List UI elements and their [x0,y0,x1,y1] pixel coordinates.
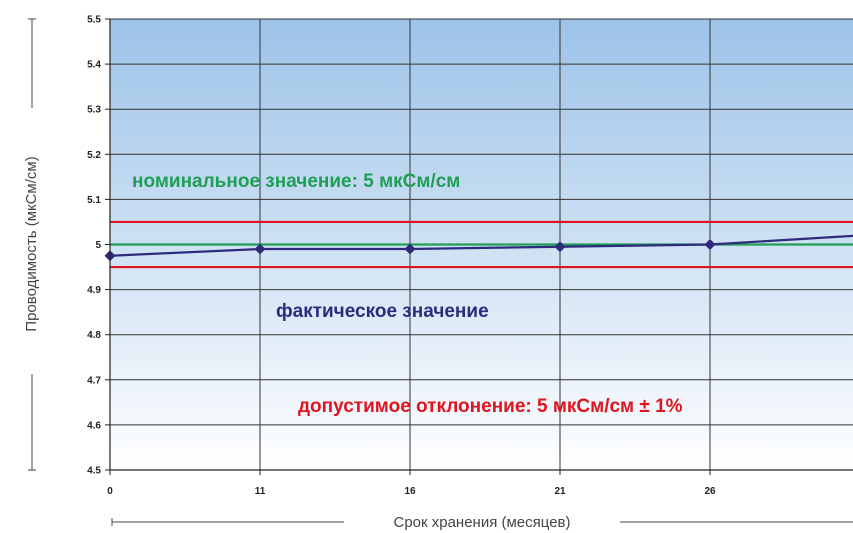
y-tick-label-9: 4.6 [87,420,101,431]
reference-lines [110,220,853,269]
y-tick-label-7: 4.8 [87,330,101,341]
y-tick-labels: 5.5 5.4 5.3 5.2 5.1 5 4.9 4.8 4.7 4.6 4.5 [87,15,110,477]
y-tick-label-1: 5.4 [87,60,101,71]
y-axis-title-group: Проводимость (мкСм/см) [23,18,40,471]
x-tick-labels: 01116212631 [107,470,716,497]
x-tick-label-4: 26 [704,486,716,497]
x-tick-label-1: 11 [255,486,266,497]
y-tick-label-0: 5.5 [87,15,101,26]
y-tick-label-2: 5.3 [87,105,101,116]
data-point-3 [554,241,566,253]
x-tick-label-0: 0 [107,486,113,497]
series-actual [104,234,853,262]
data-point-1 [254,243,266,255]
x-axis-title: Срок хранения (месяцев) [393,514,570,531]
y-tick-label-10: 4.5 [87,466,101,477]
y-tick-label-6: 4.9 [87,285,101,296]
x-tick-label-3: 21 [554,486,566,497]
y-axis-title: Проводимость (мкСм/см) [23,156,40,331]
data-point-4 [704,239,716,250]
annotation-tolerance: допустимое отклонение: 5 мкСм/см ± 1% [298,396,683,417]
x-tick-label-2: 16 [404,486,416,497]
x-axis-title-group: Срок хранения (месяцев) [111,514,853,531]
series-line-0 [109,234,853,257]
y-tick-label-4: 5.1 [87,195,101,206]
annotation-nominal: номинальное значение: 5 мкСм/см [132,171,460,192]
y-tick-label-3: 5.2 [87,150,101,161]
annotation-actual: фактическое значение [276,301,489,322]
y-tick-label-8: 4.7 [87,375,101,386]
y-tick-label-5: 5 [95,240,101,251]
data-point-2 [404,243,416,255]
